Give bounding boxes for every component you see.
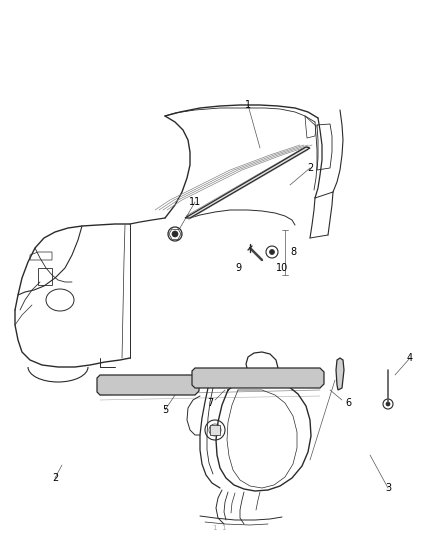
Text: 1: 1 <box>244 100 251 110</box>
Polygon shape <box>191 368 323 388</box>
Circle shape <box>269 249 274 254</box>
Text: 2: 2 <box>306 163 312 173</box>
Text: 4: 4 <box>406 353 412 363</box>
Text: 11: 11 <box>188 197 201 207</box>
Text: 2: 2 <box>52 473 58 483</box>
Circle shape <box>172 231 177 237</box>
Text: 5: 5 <box>162 405 168 415</box>
Circle shape <box>385 402 389 406</box>
Polygon shape <box>97 375 198 395</box>
Text: 9: 9 <box>234 263 240 273</box>
Polygon shape <box>209 425 219 435</box>
Polygon shape <box>335 358 343 390</box>
Text: 1  1: 1 1 <box>212 525 226 531</box>
Text: 7: 7 <box>206 398 212 408</box>
Text: 6: 6 <box>344 398 350 408</box>
Polygon shape <box>184 147 309 218</box>
Text: 3: 3 <box>384 483 390 493</box>
Text: 10: 10 <box>275 263 287 273</box>
Text: 8: 8 <box>289 247 295 257</box>
